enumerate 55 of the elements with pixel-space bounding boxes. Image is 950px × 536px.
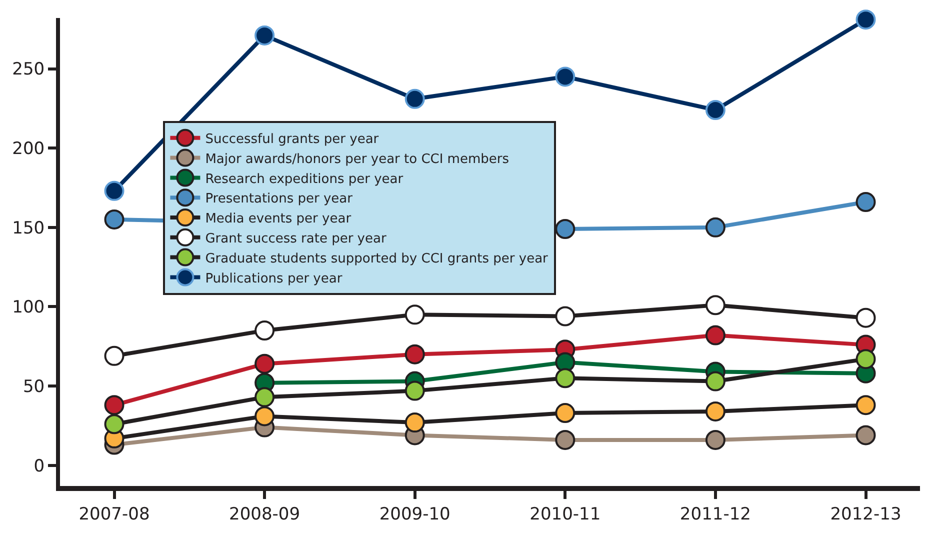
point	[856, 308, 876, 328]
point	[254, 406, 275, 426]
point	[104, 209, 124, 230]
point	[856, 395, 876, 416]
y-tick-label: 250	[12, 60, 45, 80]
y-tick-label: 0	[34, 456, 45, 476]
point	[555, 306, 576, 326]
legend-label: Successful grants per year	[205, 132, 380, 147]
point	[705, 100, 726, 120]
legend-label: Major awards/honors per year to CCI members	[205, 152, 510, 167]
point	[705, 371, 726, 392]
point	[555, 368, 576, 388]
point	[254, 320, 275, 341]
point	[104, 414, 124, 434]
point	[705, 295, 726, 316]
point	[404, 88, 425, 109]
point	[254, 25, 275, 46]
legend-label: Research expeditions per year	[205, 172, 404, 187]
point	[555, 219, 576, 239]
point	[404, 380, 425, 401]
point	[705, 325, 726, 346]
point	[254, 387, 275, 408]
point	[254, 354, 275, 374]
point	[404, 344, 425, 364]
x-tick-label: 2007-08	[78, 504, 150, 524]
legend-label: Media events per year	[205, 212, 352, 227]
point	[856, 349, 876, 370]
y-tick-label: 150	[12, 218, 45, 238]
y-tick-label: 50	[22, 377, 45, 397]
point	[104, 346, 124, 366]
x-tick-label: 2008-09	[229, 504, 300, 524]
legend-label: Grant success rate per year	[205, 231, 387, 246]
point	[856, 425, 876, 446]
point	[555, 403, 576, 424]
point	[856, 10, 876, 30]
x-tick-label: 2009-10	[379, 504, 450, 524]
point	[555, 352, 576, 372]
point	[705, 401, 726, 422]
point	[705, 430, 726, 450]
y-tick-label: 200	[12, 139, 45, 160]
point	[555, 430, 576, 450]
x-tick-label: 2010-11	[530, 504, 601, 524]
legend-label: Graduate students supported by CCI grants per year	[205, 251, 549, 266]
x-tick-label: 2011-12	[680, 504, 751, 524]
legend-label: Publications per year	[205, 271, 343, 286]
point	[404, 412, 425, 433]
point	[404, 304, 425, 325]
point	[705, 217, 726, 238]
point	[555, 66, 576, 87]
y-tick-label: 100	[12, 298, 45, 318]
x-tick-label: 2012-13	[830, 504, 902, 524]
point	[104, 180, 124, 201]
legend-label: Presentations per year	[205, 192, 354, 207]
point	[856, 192, 876, 212]
point	[104, 395, 124, 416]
